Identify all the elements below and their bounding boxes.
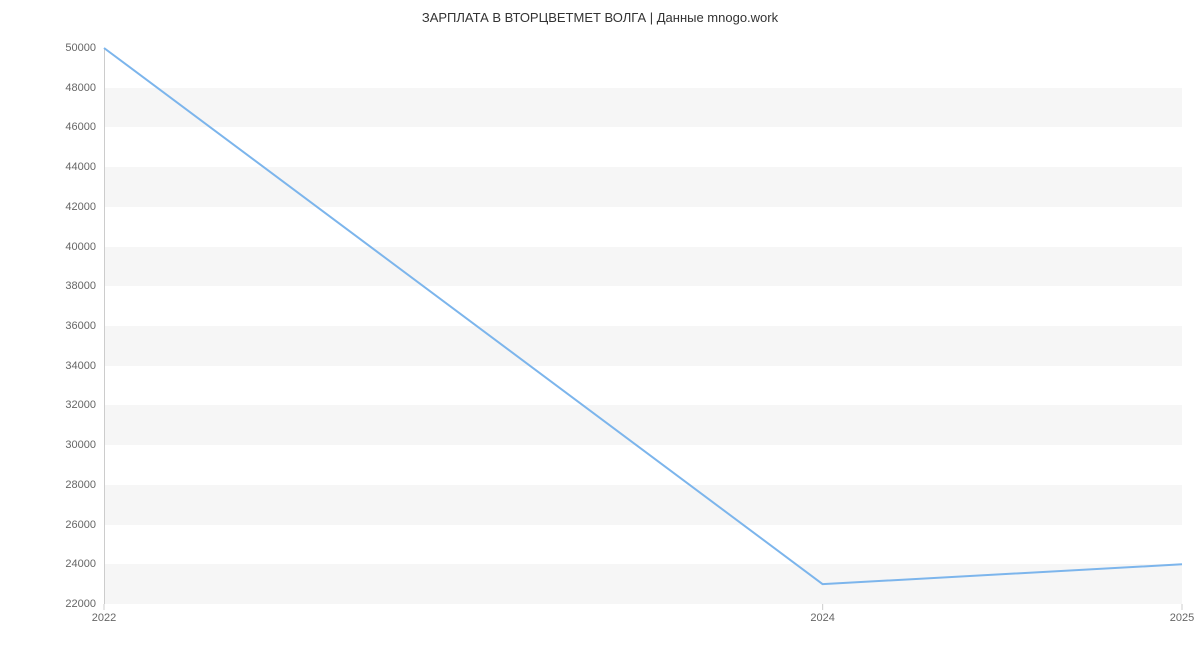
y-tick-label: 44000: [65, 161, 96, 173]
y-tick-label: 26000: [65, 519, 96, 531]
y-tick-label: 46000: [65, 121, 96, 133]
y-tick-label: 42000: [65, 201, 96, 213]
y-tick-label: 24000: [65, 558, 96, 570]
y-tick-label: 32000: [65, 399, 96, 411]
y-tick-label: 34000: [65, 360, 96, 372]
series-line: [104, 48, 1182, 584]
x-tick-label: 2025: [1170, 612, 1194, 624]
x-tick-label: 2024: [810, 612, 834, 624]
y-tick-label: 48000: [65, 82, 96, 94]
y-tick-label: 50000: [65, 42, 96, 54]
y-tick-label: 28000: [65, 479, 96, 491]
plot-area: 2200024000260002800030000320003400036000…: [104, 48, 1182, 604]
y-tick-label: 38000: [65, 280, 96, 292]
chart-svg: [104, 48, 1182, 604]
y-tick-label: 22000: [65, 598, 96, 610]
y-tick-label: 40000: [65, 241, 96, 253]
x-tick-label: 2022: [92, 612, 116, 624]
salary-line-chart: ЗАРПЛАТА В ВТОРЦВЕТМЕТ ВОЛГА | Данные mn…: [0, 0, 1200, 650]
y-tick-label: 36000: [65, 320, 96, 332]
y-tick-label: 30000: [65, 439, 96, 451]
chart-title: ЗАРПЛАТА В ВТОРЦВЕТМЕТ ВОЛГА | Данные mn…: [0, 10, 1200, 25]
